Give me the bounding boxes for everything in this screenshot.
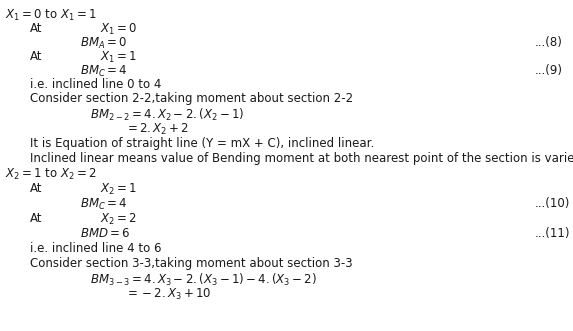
Text: $X_1 = 0$: $X_1 = 0$ (100, 22, 137, 37)
Text: $BM_C = 4$: $BM_C = 4$ (80, 197, 128, 212)
Text: $X_1 = 0$ to $X_1 = 1$: $X_1 = 0$ to $X_1 = 1$ (5, 8, 97, 23)
Text: $X_2 = 1$: $X_2 = 1$ (100, 182, 137, 197)
Text: $X_1 = 1$: $X_1 = 1$ (100, 50, 137, 65)
Text: It is Equation of straight line (Y = mX + C), inclined linear.: It is Equation of straight line (Y = mX … (30, 137, 374, 150)
Text: $BMD = 6$: $BMD = 6$ (80, 227, 131, 240)
Text: $= -2.X_3 + 10$: $= -2.X_3 + 10$ (125, 287, 211, 302)
Text: $= 2.X_2 + 2$: $= 2.X_2 + 2$ (125, 122, 189, 137)
Text: $BM_{3-3} = 4.X_3 - 2.(X_3 - 1) - 4.(X_3 - 2)$: $BM_{3-3} = 4.X_3 - 2.(X_3 - 1) - 4.(X_3… (90, 272, 317, 288)
Text: ...(11): ...(11) (535, 227, 571, 240)
Text: At: At (30, 22, 42, 35)
Text: $BM_{2-2} = 4.X_2 - 2.(X_2 - 1)$: $BM_{2-2} = 4.X_2 - 2.(X_2 - 1)$ (90, 107, 244, 123)
Text: At: At (30, 212, 42, 225)
Text: ...(10): ...(10) (535, 197, 570, 210)
Text: At: At (30, 182, 42, 195)
Text: ...(9): ...(9) (535, 64, 563, 77)
Text: At: At (30, 50, 42, 63)
Text: $X_2 = 2$: $X_2 = 2$ (100, 212, 137, 227)
Text: $X_2 = 1$ to $X_2 = 2$: $X_2 = 1$ to $X_2 = 2$ (5, 167, 97, 182)
Text: Inclined linear means value of Bending moment at both nearest point of the secti: Inclined linear means value of Bending m… (30, 152, 573, 165)
Text: i.e. inclined line 4 to 6: i.e. inclined line 4 to 6 (30, 242, 162, 255)
Text: $BM_C = 4$: $BM_C = 4$ (80, 64, 128, 79)
Text: Consider section 2-2,taking moment about section 2-2: Consider section 2-2,taking moment about… (30, 92, 353, 105)
Text: ...(8): ...(8) (535, 36, 563, 49)
Text: $BM_A = 0$: $BM_A = 0$ (80, 36, 127, 51)
Text: Consider section 3-3,taking moment about section 3-3: Consider section 3-3,taking moment about… (30, 257, 352, 270)
Text: i.e. inclined line 0 to 4: i.e. inclined line 0 to 4 (30, 78, 162, 91)
